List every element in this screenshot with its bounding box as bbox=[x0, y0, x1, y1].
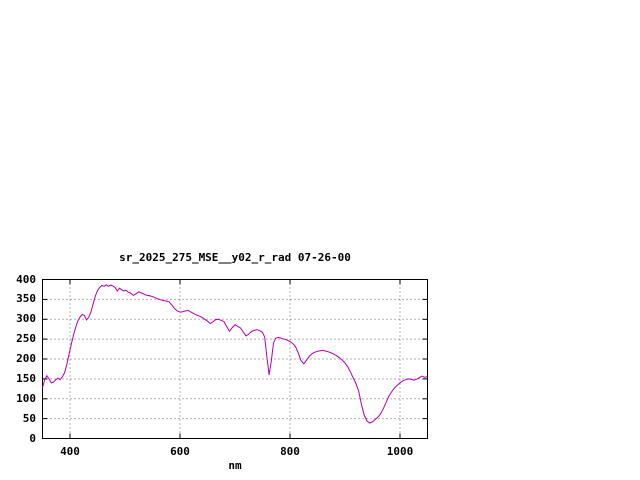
y-tick-label: 200 bbox=[16, 352, 36, 365]
x-tick-label: 1000 bbox=[386, 445, 414, 458]
x-tick-label: 400 bbox=[60, 445, 80, 458]
x-tick-label: 600 bbox=[170, 445, 190, 458]
y-tick-label: 350 bbox=[16, 292, 36, 305]
y-tick-label: 400 bbox=[16, 273, 36, 286]
y-tick-label: 50 bbox=[22, 412, 36, 425]
chart-title: sr_2025_275_MSE__y02_r_rad 07-26-00 bbox=[119, 251, 351, 264]
spectrum-line bbox=[42, 284, 428, 424]
y-tick-label: 100 bbox=[16, 392, 36, 405]
y-tick-label: 250 bbox=[16, 332, 36, 345]
y-tick-label: 300 bbox=[16, 312, 36, 325]
x-axis-label: nm bbox=[228, 459, 242, 472]
x-tick-label: 800 bbox=[280, 445, 300, 458]
y-tick-label: 0 bbox=[29, 432, 36, 445]
y-tick-label: 150 bbox=[16, 372, 36, 385]
